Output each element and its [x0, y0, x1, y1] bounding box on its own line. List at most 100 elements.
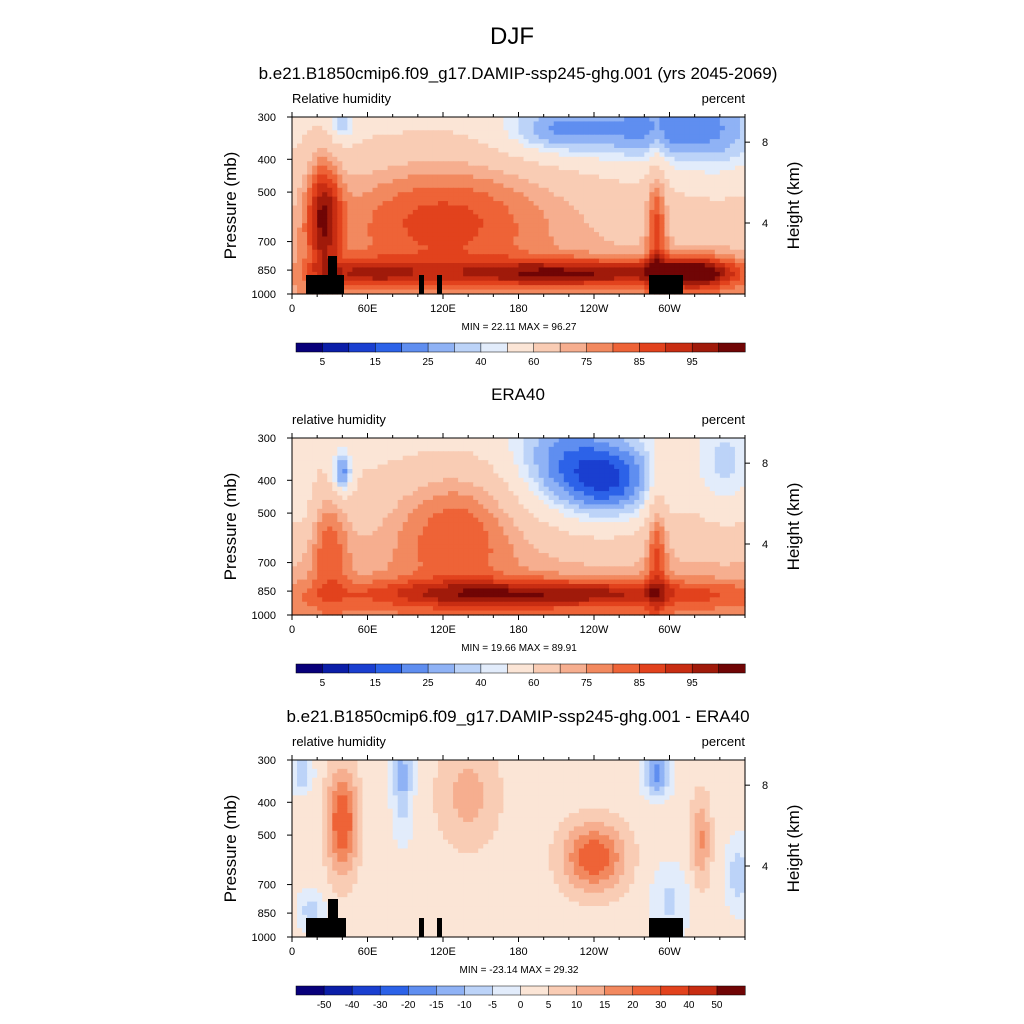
- heatmap-cell: [493, 232, 499, 238]
- heatmap-cell: [352, 223, 359, 229]
- heatmap-cell: [684, 187, 691, 193]
- heatmap-cell: [453, 147, 459, 153]
- heatmap-cell: [704, 263, 711, 269]
- heatmap-cell: [342, 438, 348, 444]
- heatmap-cell: [352, 187, 359, 193]
- heatmap-cell: [453, 143, 459, 149]
- heatmap-cell: [347, 214, 353, 220]
- heatmap-cell: [619, 147, 625, 153]
- heatmap-cell: [508, 139, 515, 145]
- heatmap-cell: [583, 464, 590, 470]
- heatmap-cell: [714, 214, 721, 220]
- heatmap-cell: [739, 240, 746, 246]
- heatmap-cell: [719, 249, 726, 255]
- heatmap-cell: [387, 442, 394, 448]
- heatmap-cell: [417, 468, 424, 474]
- heatmap-cell: [302, 205, 308, 211]
- heatmap-cell: [518, 276, 525, 282]
- heatmap-cell: [317, 236, 323, 242]
- heatmap-cell: [488, 276, 494, 282]
- heatmap-cell: [377, 438, 384, 444]
- heatmap-cell: [302, 499, 308, 505]
- heatmap-cell: [669, 152, 676, 158]
- heatmap-cell: [679, 464, 686, 470]
- heatmap-cell: [367, 438, 374, 444]
- heatmap-cell: [634, 192, 640, 198]
- heatmap-cell: [528, 455, 535, 461]
- heatmap-cell: [342, 152, 348, 158]
- heatmap-cell: [734, 156, 741, 162]
- heatmap-cell: [523, 249, 530, 255]
- heatmap-cell: [699, 442, 706, 448]
- heatmap-cell: [634, 178, 640, 184]
- heatmap-cell: [704, 486, 711, 492]
- heatmap-cell: [588, 236, 595, 242]
- heatmap-cell: [704, 178, 711, 184]
- heatmap-cell: [578, 263, 585, 269]
- heatmap-cell: [448, 139, 454, 145]
- heatmap-cell: [704, 192, 711, 198]
- heatmap-cell: [594, 125, 600, 131]
- heatmap-cell: [664, 240, 671, 246]
- heatmap-cell: [689, 147, 696, 153]
- heatmap-cell: [739, 165, 746, 171]
- heatmap-cell: [322, 139, 328, 145]
- heatmap-cell: [629, 147, 635, 153]
- heatmap-cell: [568, 147, 575, 153]
- heatmap-cell: [437, 174, 444, 180]
- heatmap-cell: [453, 152, 459, 158]
- heatmap-cell: [734, 486, 741, 492]
- heatmap-cell: [347, 196, 353, 202]
- heatmap-cell: [427, 495, 434, 501]
- heatmap-cell: [483, 240, 489, 246]
- heatmap-cell: [614, 170, 620, 176]
- heatmap-cell: [513, 258, 520, 264]
- heatmap-cell: [443, 271, 449, 277]
- heatmap-cell: [619, 165, 625, 171]
- heatmap-cell: [523, 438, 530, 444]
- heatmap-cell: [664, 249, 671, 255]
- heatmap-cell: [609, 245, 615, 251]
- heatmap-cell: [513, 468, 520, 474]
- heatmap-cell: [654, 117, 661, 123]
- heatmap-cell: [468, 187, 474, 193]
- heatmap-cell: [588, 271, 595, 277]
- heatmap-cell: [538, 280, 545, 286]
- heatmap-cell: [588, 276, 595, 282]
- heatmap-cell: [639, 249, 645, 255]
- heatmap-cell: [443, 232, 449, 238]
- heatmap-cell: [684, 174, 691, 180]
- heatmap-cell: [508, 438, 515, 444]
- heatmap-cell: [533, 263, 540, 269]
- heatmap-cell: [503, 267, 510, 273]
- heatmap-cell: [468, 285, 474, 291]
- heatmap-cell: [417, 232, 424, 238]
- heatmap-cell: [619, 236, 625, 242]
- heatmap-cell: [468, 451, 474, 457]
- heatmap-cell: [729, 218, 736, 224]
- heatmap-cell: [513, 147, 520, 153]
- heatmap-cell: [563, 147, 570, 153]
- heatmap-cell: [558, 477, 565, 483]
- heatmap-cell: [448, 134, 454, 140]
- heatmap-cell: [352, 289, 359, 295]
- heatmap-cell: [483, 468, 489, 474]
- heatmap-cell: [412, 121, 419, 127]
- heatmap-cell: [533, 254, 540, 260]
- heatmap-cell: [493, 249, 499, 255]
- heatmap-cell: [679, 170, 686, 176]
- heatmap-cell: [292, 201, 298, 207]
- heatmap-cell: [568, 125, 575, 131]
- heatmap-cell: [649, 468, 655, 474]
- heatmap-cell: [533, 156, 540, 162]
- heatmap-cell: [704, 201, 711, 207]
- heatmap-cell: [709, 174, 716, 180]
- heatmap-cell: [437, 121, 444, 127]
- heatmap-cell: [332, 236, 338, 242]
- heatmap-cell: [337, 156, 343, 162]
- heatmap-cell: [548, 280, 555, 286]
- heatmap-cell: [548, 187, 555, 193]
- heatmap-cell: [307, 464, 313, 470]
- heatmap-cell: [689, 121, 696, 127]
- heatmap-cell: [594, 495, 600, 501]
